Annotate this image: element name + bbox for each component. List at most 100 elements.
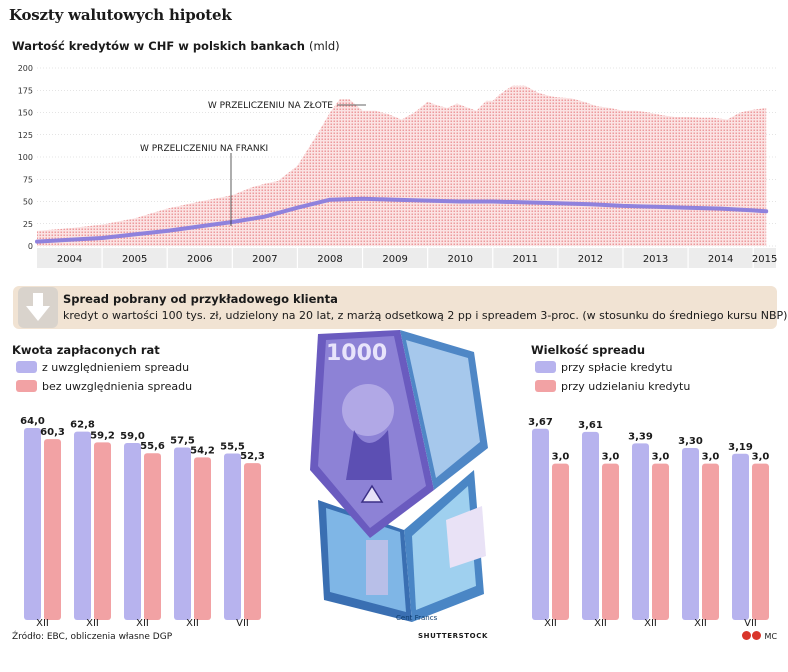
chart2-title: Kwota zapłaconych rat bbox=[12, 343, 160, 357]
bar bbox=[732, 453, 749, 620]
bar bbox=[24, 428, 41, 620]
banknote-denomination: 1000 bbox=[326, 341, 387, 366]
bar-value-label: 3,61 bbox=[578, 420, 603, 431]
chart2-legend-item-2: bez uwzględnienia spreadu bbox=[16, 380, 192, 393]
chart3-legend-item-2: przy udzielaniu kredytu bbox=[535, 380, 690, 393]
chart1-x-axis: 2004 2005 2006 2007 2008 2009 2010 2011 2012 2013… bbox=[37, 248, 777, 268]
x-tick-label: 2009 bbox=[382, 254, 407, 265]
legend-swatch-purple bbox=[535, 361, 556, 373]
x-tick-label: 2008 bbox=[317, 254, 342, 265]
bar bbox=[702, 463, 719, 620]
bar bbox=[602, 463, 619, 620]
bar bbox=[682, 448, 699, 620]
bar-value-label: 3,0 bbox=[702, 452, 720, 463]
bar-value-label: 55,6 bbox=[140, 441, 165, 452]
bar bbox=[552, 463, 569, 620]
legend-swatch-pink bbox=[16, 380, 37, 392]
chart1-title-text: Wartość kredytów w CHF w polskich bankac… bbox=[12, 39, 305, 53]
banner-text: kredyt o wartości 100 tys. zł, udzielony… bbox=[63, 309, 788, 322]
bar-value-label: 62,8 bbox=[70, 420, 95, 431]
banner-heading: Spread pobrany od przykładowego klienta bbox=[63, 292, 338, 306]
bar-value-label: 57,5 bbox=[170, 436, 195, 447]
chart1-title: Wartość kredytów w CHF w polskich bankac… bbox=[12, 39, 340, 53]
banknote-caption: Cent Francs bbox=[396, 614, 438, 622]
bar-value-label: 3,0 bbox=[552, 452, 570, 463]
x-axis-band bbox=[37, 248, 776, 268]
y-tick-label: 200 bbox=[18, 64, 33, 73]
logo-dot-icon bbox=[752, 631, 761, 640]
infographic-title: Koszty walutowych hipotek bbox=[9, 6, 232, 24]
x-tick-label: 2011 bbox=[513, 254, 538, 265]
x-tick-label: 2004 bbox=[57, 254, 82, 265]
spread-bar-chart: 3,673,0XII20043,613,0XII20053,393,0XII20… bbox=[528, 417, 770, 629]
legend-label: przy udzielaniu kredytu bbox=[561, 380, 691, 393]
publisher-logo: MC bbox=[742, 631, 777, 641]
bar bbox=[144, 453, 161, 620]
y-tick-label: 75 bbox=[23, 175, 33, 184]
bar-value-label: 3,0 bbox=[602, 452, 620, 463]
category-label: XII bbox=[694, 618, 707, 629]
bar-value-label: 3,39 bbox=[628, 431, 653, 442]
category-label: VII bbox=[236, 618, 249, 629]
bar bbox=[632, 443, 649, 620]
bar bbox=[752, 463, 769, 620]
chart1-y-axis: 0 25 50 75 100 125 150 175 200 bbox=[18, 64, 33, 251]
annotation-zl: W PRZELICZENIU NA ZŁOTE bbox=[208, 101, 333, 111]
category-label: XII bbox=[86, 618, 99, 629]
bar bbox=[94, 442, 111, 620]
legend-swatch-pink bbox=[535, 380, 556, 392]
arrow-down-icon bbox=[18, 287, 58, 328]
x-tick-label: 2005 bbox=[122, 254, 147, 265]
category-label: XII bbox=[594, 618, 607, 629]
series-area-zl bbox=[37, 85, 767, 246]
bar-value-label: 3,30 bbox=[678, 436, 703, 447]
y-tick-label: 125 bbox=[18, 131, 33, 140]
y-tick-label: 50 bbox=[23, 198, 33, 207]
x-tick-label: 2007 bbox=[252, 254, 277, 265]
x-tick-label: 2014 bbox=[708, 254, 733, 265]
legend-label: przy spłacie kredytu bbox=[561, 361, 673, 374]
x-tick-label: 2006 bbox=[187, 254, 212, 265]
category-label: XII bbox=[136, 618, 149, 629]
bar-value-label: 54,2 bbox=[190, 445, 215, 456]
bar bbox=[44, 439, 61, 620]
bar-value-label: 55,5 bbox=[220, 442, 245, 453]
bar bbox=[244, 463, 261, 620]
chart1-unit: (mld) bbox=[308, 39, 340, 53]
category-label: XII bbox=[644, 618, 657, 629]
bar bbox=[532, 428, 549, 620]
source-note: Źródło: EBC, obliczenia własne DGP bbox=[12, 632, 173, 642]
bar bbox=[652, 463, 669, 620]
bar-value-label: 3,0 bbox=[652, 452, 670, 463]
y-tick-label: 175 bbox=[18, 86, 33, 95]
chart2-legend-item-1: z uwzględnieniem spreadu bbox=[16, 361, 189, 374]
bar-value-label: 3,0 bbox=[752, 452, 770, 463]
y-tick-label: 0 bbox=[28, 242, 33, 251]
x-tick-label: 2010 bbox=[447, 254, 472, 265]
bar-value-label: 52,3 bbox=[240, 451, 265, 462]
x-tick-label: 2015 bbox=[752, 254, 777, 265]
logo-text: MC bbox=[764, 632, 778, 641]
series-line-chf bbox=[35, 196, 769, 244]
photo-credit: SHUTTERSTOCK bbox=[418, 632, 488, 640]
y-tick-label: 25 bbox=[23, 220, 33, 229]
category-label: XII bbox=[544, 618, 557, 629]
bar bbox=[124, 443, 141, 620]
bar bbox=[74, 431, 91, 620]
category-label: VII bbox=[744, 618, 757, 629]
spread-banner bbox=[13, 286, 777, 329]
bar-value-label: 59,0 bbox=[120, 431, 145, 442]
legend-swatch-purple bbox=[16, 361, 37, 373]
bar-value-label: 3,19 bbox=[728, 442, 753, 453]
annotation-chf: W PRZELICZENIU NA FRANKI bbox=[140, 144, 268, 154]
credit-value-area-chart: 0 25 50 75 100 125 150 175 200 W PRZELICZENIU NA… bbox=[18, 64, 777, 268]
installments-bar-chart: 64,060,3XII200462,859,2XII200559,055,6XI… bbox=[20, 416, 265, 629]
bar bbox=[224, 453, 241, 620]
chart3-legend-item-1: przy spłacie kredytu bbox=[535, 361, 672, 374]
y-tick-label: 150 bbox=[18, 109, 33, 118]
x-tick-label: 2013 bbox=[643, 254, 668, 265]
x-tick-label: 2012 bbox=[578, 254, 603, 265]
bar-value-label: 60,3 bbox=[40, 427, 65, 438]
bar bbox=[174, 447, 191, 620]
y-tick-label: 100 bbox=[18, 153, 33, 162]
